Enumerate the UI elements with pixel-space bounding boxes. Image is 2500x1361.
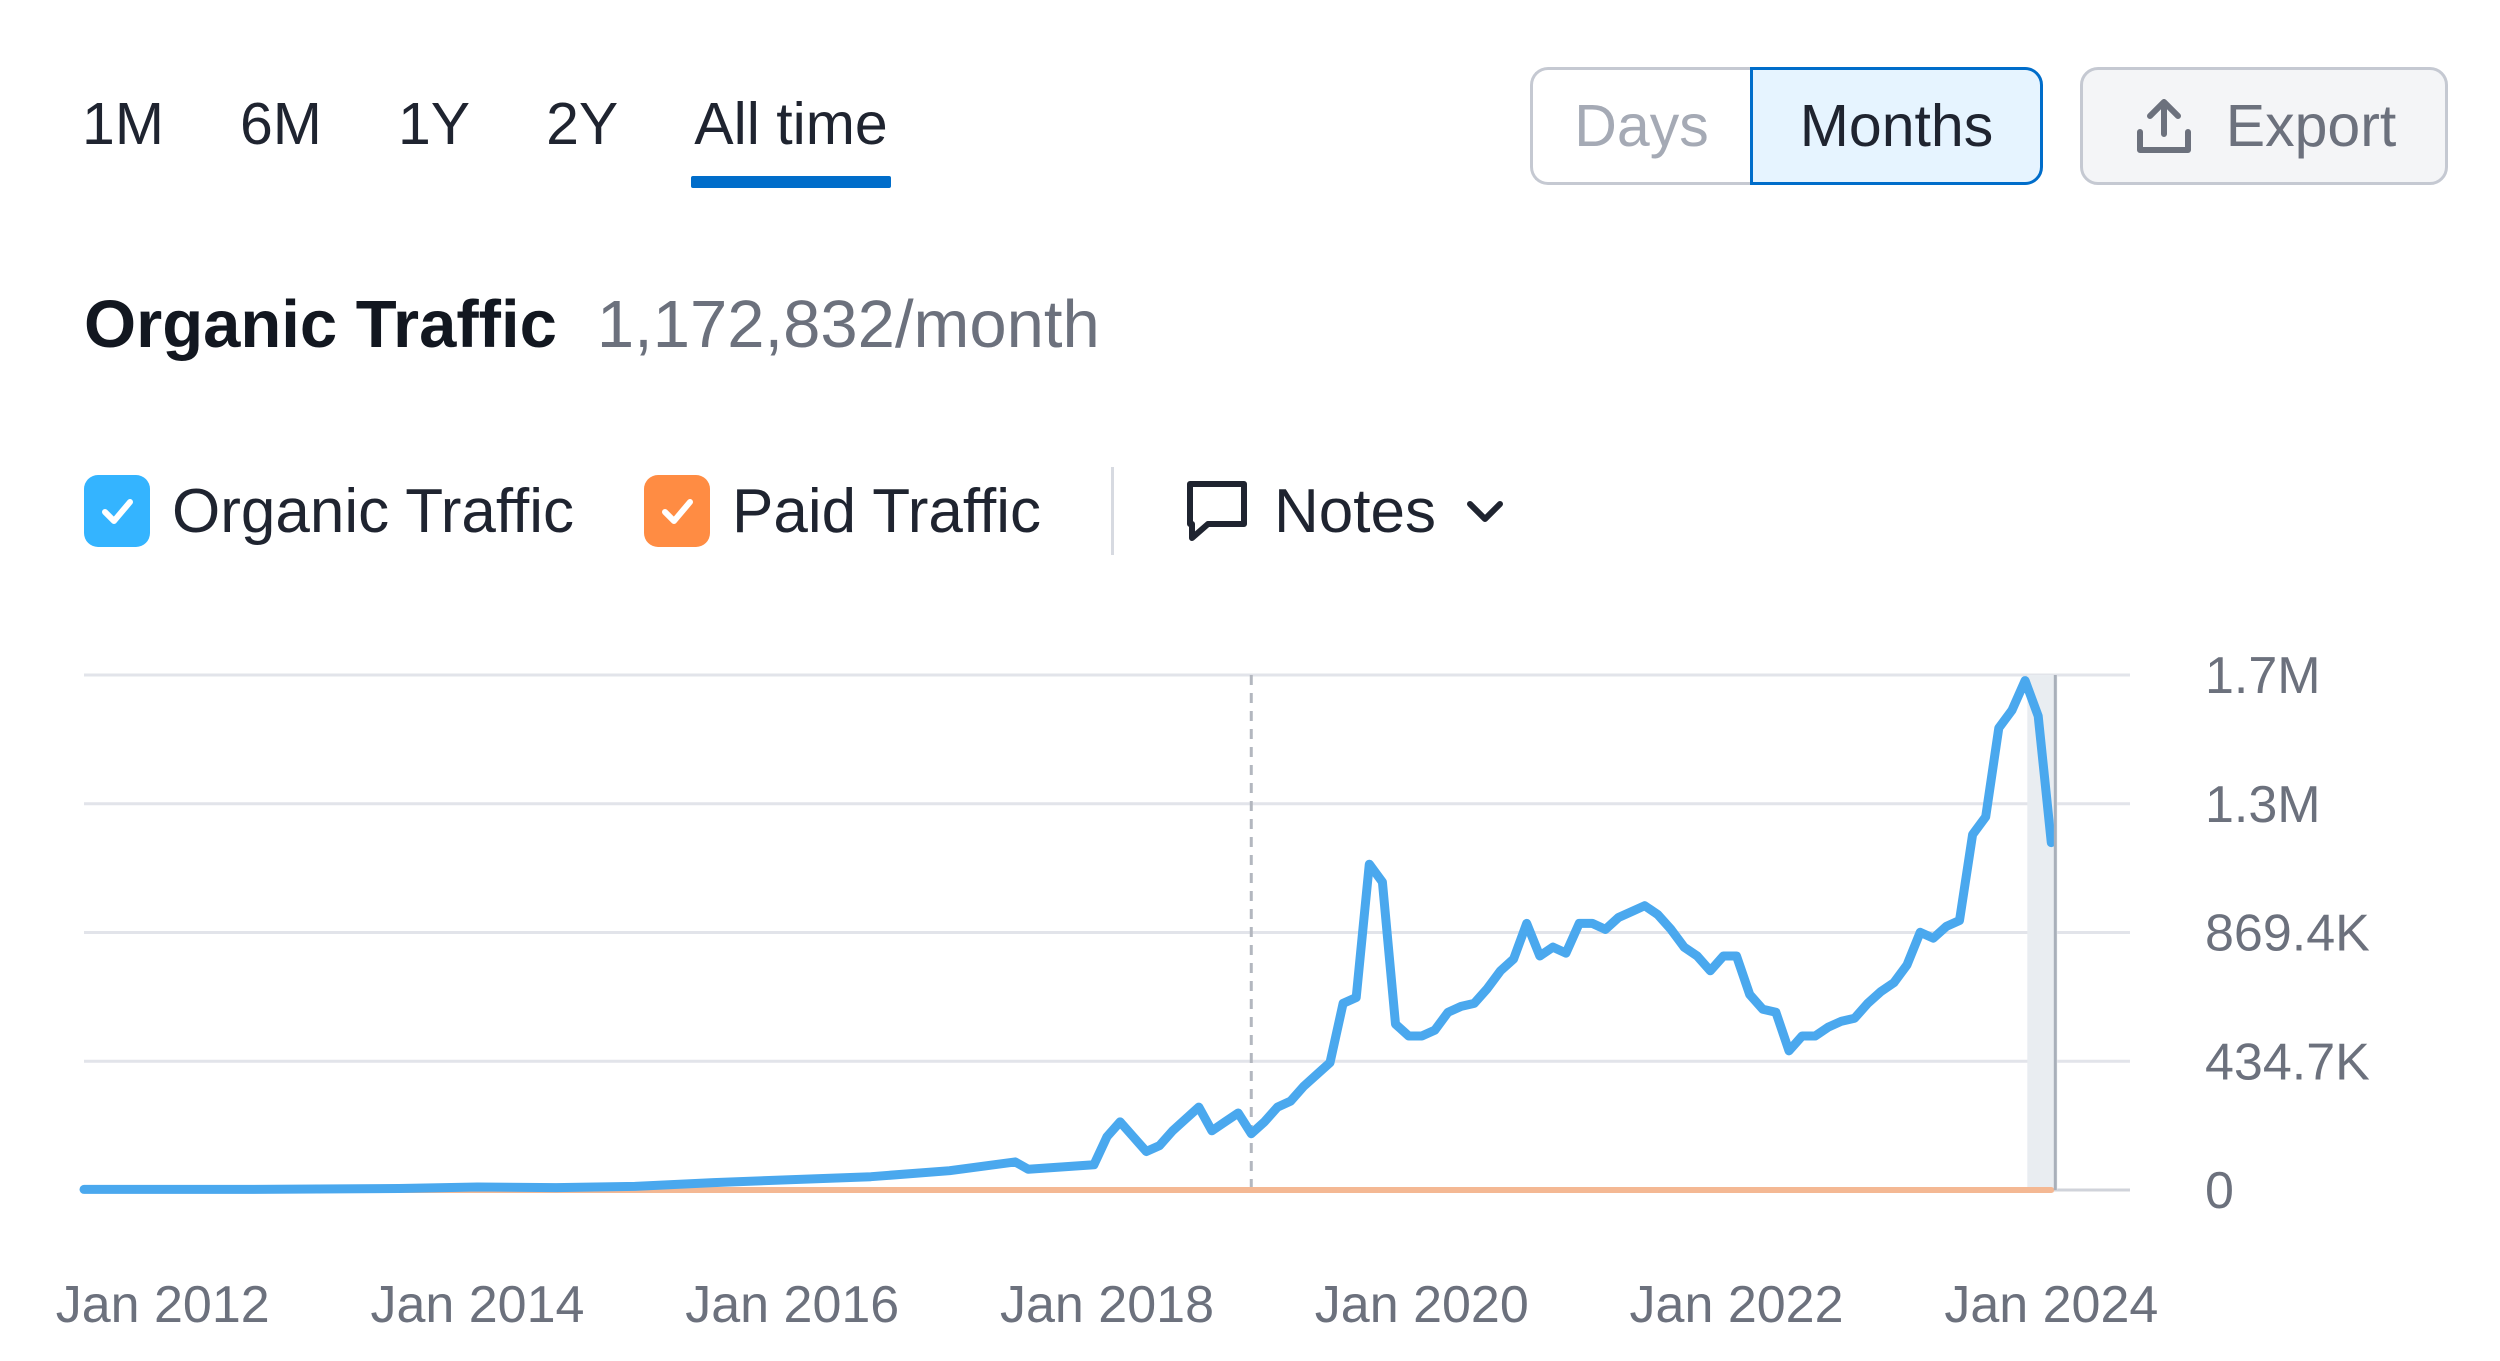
months-button[interactable]: Months (1750, 67, 2043, 185)
y-tick-label: 869.4K (2205, 905, 2370, 963)
chart-title: Organic Traffic (84, 287, 557, 362)
x-tick-label: Jan 2014 (370, 1276, 584, 1334)
export-label: Export (2225, 93, 2397, 159)
x-tick-label: Jan 2022 (1630, 1276, 1844, 1334)
period-2y[interactable]: 2Y (546, 91, 619, 157)
days-button[interactable]: Days (1530, 67, 1750, 185)
x-tick-label: Jan 2016 (685, 1276, 899, 1334)
period-1m[interactable]: 1M (82, 91, 164, 157)
y-tick-label: 0 (2205, 1162, 2234, 1220)
legend: Organic Traffic Paid Traffic Notes (84, 466, 1510, 556)
chart-header: Organic Traffic 1,172,832/month (84, 286, 1100, 363)
grid-lines (84, 673, 2130, 1192)
legend-label: Paid Traffic (732, 476, 1042, 546)
granularity-toggle: Days Months (1530, 67, 2043, 185)
y-tick-label: 1.3M (2205, 776, 2321, 834)
y-tick-label: 434.7K (2205, 1033, 2370, 1091)
chevron-down-icon (1467, 501, 1503, 522)
period-6m[interactable]: 6M (239, 91, 322, 157)
legend-organic-traffic[interactable]: Organic Traffic (84, 475, 574, 547)
period-all-time[interactable]: All time (691, 84, 892, 188)
check-icon (662, 499, 694, 524)
x-tick-label: Jan 2018 (1000, 1276, 1214, 1334)
x-tick-label: Jan 2024 (1944, 1276, 2158, 1334)
check-icon (102, 499, 133, 524)
legend-label: Organic Traffic (172, 476, 575, 546)
comment-icon (1187, 481, 1248, 541)
x-tick-label: Jan 2012 (56, 1276, 270, 1334)
y-axis: 0 434.7K 869.4K 1.3M 1.7M (2205, 647, 2370, 1220)
x-axis: Jan 2012 Jan 2014 Jan 2016 Jan 2018 Jan 2020… (56, 1276, 2159, 1334)
export-button[interactable]: Export (2080, 67, 2448, 185)
paid-checkbox[interactable] (644, 475, 711, 547)
period-1y[interactable]: 1Y (397, 91, 471, 157)
notes-dropdown[interactable]: Notes (1184, 476, 1510, 547)
organic-traffic-line (79, 676, 2056, 1194)
period-selector: 1M 6M 1Y 2Y All time (82, 84, 964, 188)
organic-checkbox[interactable] (84, 475, 150, 547)
legend-divider (1111, 467, 1115, 555)
notes-label: Notes (1274, 476, 1436, 546)
series-group (79, 676, 2056, 1194)
legend-paid-traffic[interactable]: Paid Traffic (644, 475, 1041, 547)
y-tick-label: 1.7M (2205, 647, 2321, 705)
upload-icon (2136, 99, 2191, 153)
x-tick-label: Jan 2020 (1315, 1276, 1529, 1334)
traffic-value: 1,172,832/month (596, 287, 1100, 362)
